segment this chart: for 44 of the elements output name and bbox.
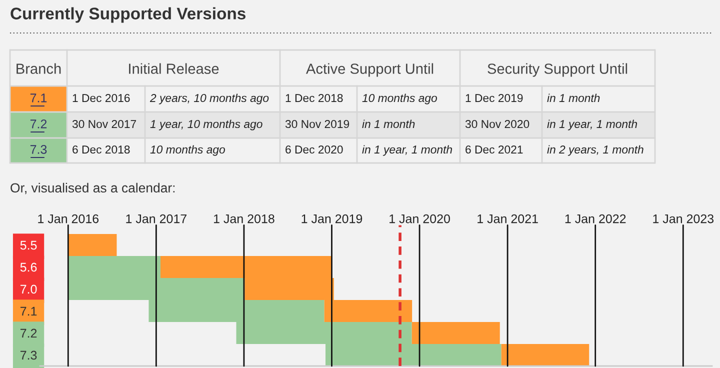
x-tick-label: 1 Jan 2023 (653, 214, 714, 224)
text: in 2 years, 1 month (547, 145, 644, 156)
bar (501, 344, 590, 366)
y-tick-label: 7.1 (20, 306, 37, 316)
bar (412, 322, 500, 344)
chart-title: Or, visualised as a calendar: (10, 182, 175, 194)
text: 7.2 (30, 120, 47, 128)
text: 6 Dec 2021 (466, 145, 523, 154)
text: 30 Nov 2020 (465, 120, 530, 128)
text: Branch (16, 63, 61, 74)
y-tick-label: 7.0 (20, 284, 37, 294)
text: 1 Dec 2016 (72, 94, 130, 102)
text: 6 Dec 2018 (72, 145, 130, 154)
x-tick-label: 1 Jan 2017 (126, 214, 186, 224)
y-tick-label: 7.2 (20, 328, 37, 338)
text: 2 years, 10 months ago (150, 94, 269, 104)
text: 6 Dec 2020 (286, 145, 343, 154)
x-tick-label: 1 Jan 2016 (38, 214, 99, 224)
text: 7.1 (30, 94, 47, 102)
x-tick-label: 1 Jan 2021 (478, 214, 538, 224)
x-tick-label: 1 Jan 2020 (390, 214, 450, 224)
y-tick-label: 7.3 (20, 350, 37, 360)
x-tick-label: 1 Jan 2022 (565, 214, 626, 224)
text: 10 months ago (150, 145, 225, 156)
text: Security Support Until (488, 63, 628, 77)
x-tick-label: 1 Jan 2018 (214, 214, 274, 224)
text: in 1 month (362, 120, 415, 128)
text: 1 Dec 2019 (466, 94, 523, 102)
text: Active Support Until (306, 63, 434, 77)
text: in 1 year, 1 month (362, 145, 452, 156)
text: in 1 month (547, 94, 600, 102)
text: 7.3 (30, 145, 47, 154)
text: 30 Nov 2019 (285, 120, 350, 128)
text: 1 year, 10 months ago (150, 120, 262, 130)
text: Initial Release (129, 63, 219, 74)
y-tick-label: 5.5 (20, 240, 37, 250)
text: Currently Supported Versions (10, 7, 246, 23)
text: 10 months ago (362, 94, 437, 104)
text: in 1 year, 1 month (547, 120, 638, 130)
x-tick-label: 1 Jan 2019 (302, 214, 362, 224)
text: 1 Dec 2018 (286, 94, 343, 102)
y-tick-label: 5.6 (20, 262, 37, 272)
text: 30 Nov 2017 (72, 120, 136, 128)
bar (68, 234, 117, 256)
